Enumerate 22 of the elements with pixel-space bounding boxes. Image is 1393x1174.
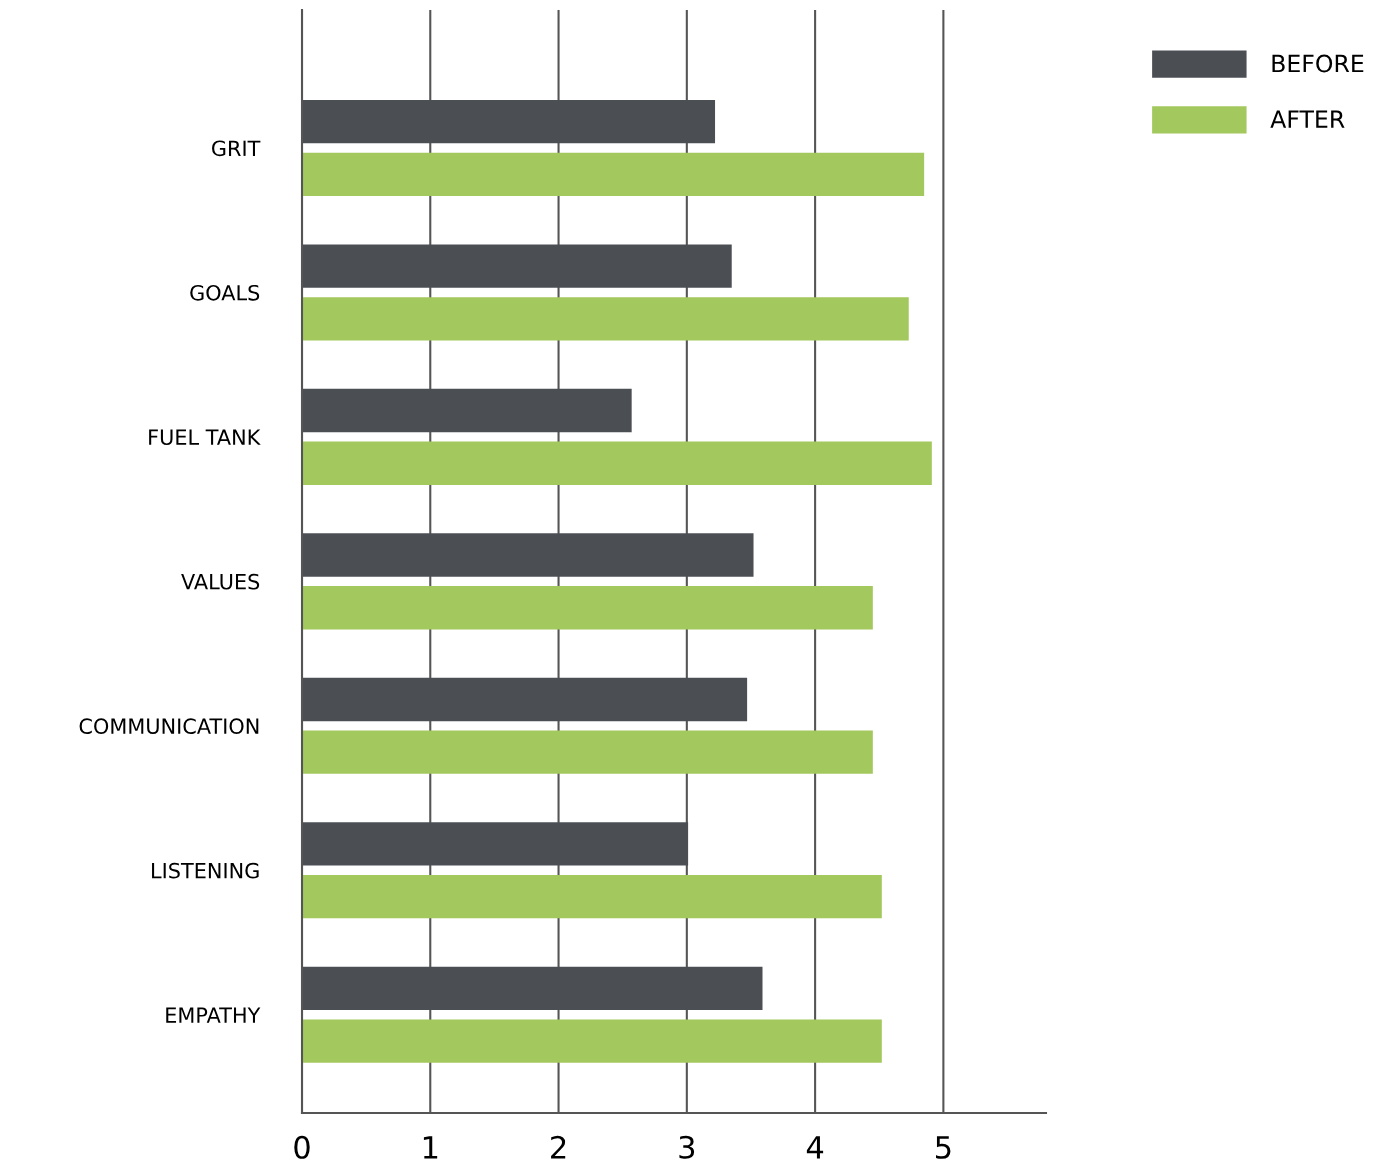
x-tick-label: 3 (679, 1135, 695, 1159)
bar (302, 441, 932, 485)
bar (302, 152, 925, 196)
x-tick-label: 4 (806, 1136, 824, 1159)
x-tick-label: 0 (294, 1135, 310, 1159)
y-tick-label: COMMUNICATION (79, 718, 259, 735)
bar (302, 874, 882, 919)
x-tick-label: 2 (551, 1135, 566, 1159)
legend-label: AFTER (1270, 110, 1345, 128)
legend-label: BEFORE (1272, 54, 1364, 73)
y-tick-label: VALUES (181, 573, 260, 590)
bar (302, 730, 873, 774)
y-tick-label: LISTENING (152, 862, 259, 879)
y-tick-label: EMPATHY (166, 1007, 261, 1023)
y-tick-label: GRIT (212, 140, 261, 157)
x-tick-label: 1 (423, 1136, 438, 1159)
y-tick-label: FUEL TANK (149, 429, 261, 446)
bar (302, 297, 909, 341)
bar (302, 1019, 882, 1063)
bar (302, 586, 873, 630)
x-tick-label: 5 (936, 1136, 951, 1159)
y-tick-label: GOALS (190, 284, 260, 301)
